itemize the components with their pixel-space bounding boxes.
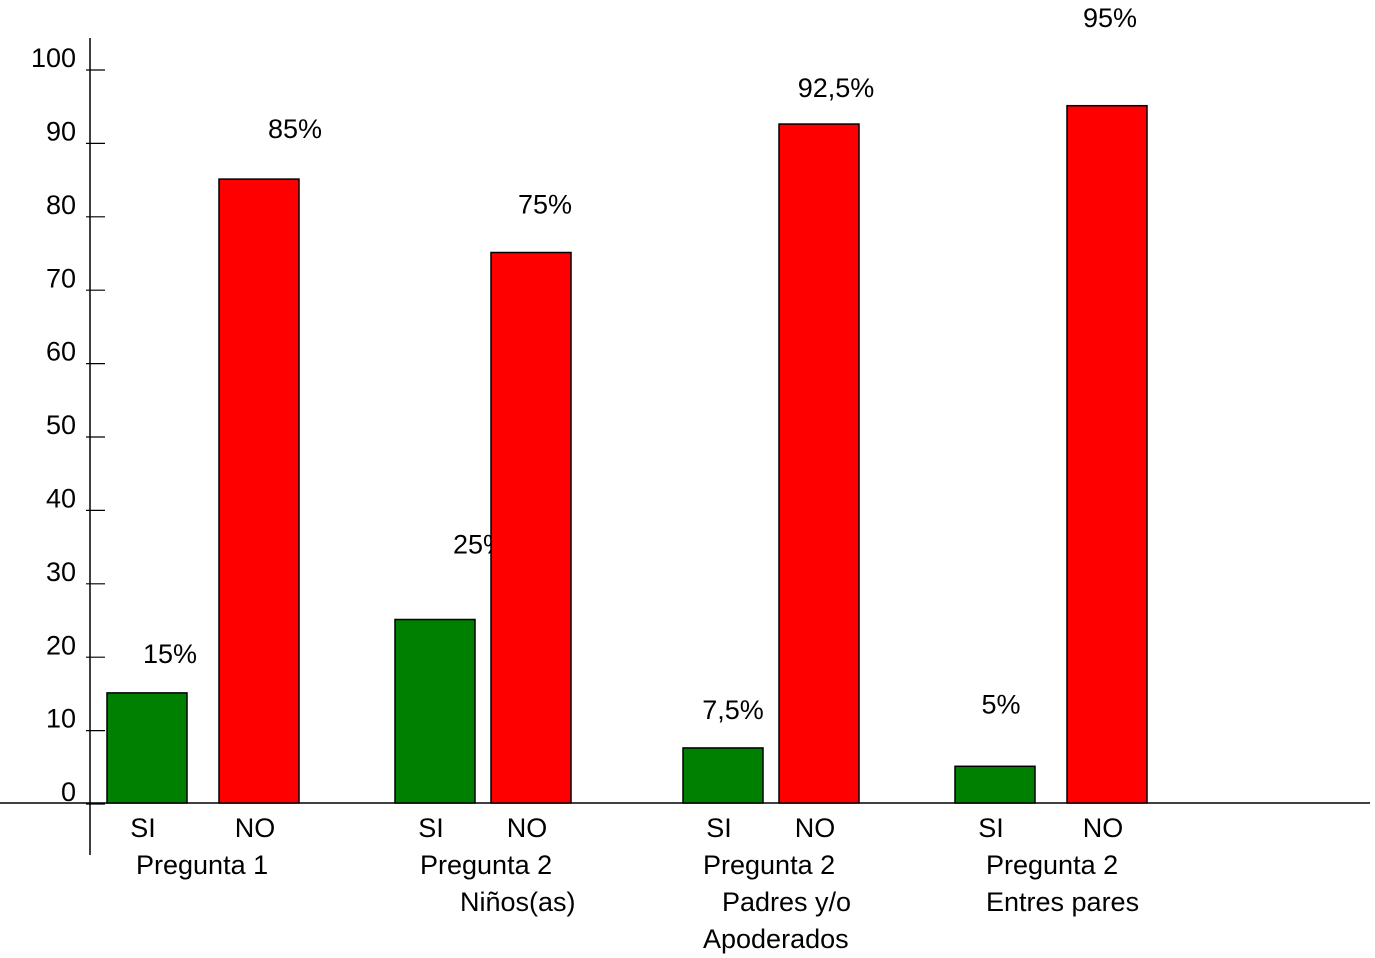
y-tick-label: 0 xyxy=(61,777,76,807)
data-label: 95% xyxy=(1083,3,1137,33)
data-label: 85% xyxy=(268,114,322,144)
x-tick-label: Pregunta 1 xyxy=(136,850,268,880)
bar xyxy=(778,123,860,804)
y-tick-label: 100 xyxy=(31,43,76,73)
bar xyxy=(106,692,188,804)
series-label: SI xyxy=(130,813,156,843)
series-label: NO xyxy=(795,813,836,843)
y-tick-label: 40 xyxy=(46,484,76,514)
series-label: SI xyxy=(418,813,444,843)
x-tick-label: Pregunta 2 xyxy=(420,850,552,880)
series-label: SI xyxy=(706,813,732,843)
y-tick-label: 50 xyxy=(46,410,76,440)
x-tick-label: Pregunta 2 xyxy=(703,850,835,880)
x-tick-label: Pregunta 2 xyxy=(986,850,1118,880)
y-tick-label: 20 xyxy=(46,630,76,660)
y-tick-label: 10 xyxy=(46,704,76,734)
data-label: 5% xyxy=(981,689,1020,719)
data-label: 92,5% xyxy=(798,73,875,103)
bar xyxy=(682,747,764,804)
bar xyxy=(490,251,572,804)
series-label: NO xyxy=(507,813,548,843)
y-tick-label: 30 xyxy=(46,557,76,587)
bar xyxy=(218,178,300,804)
y-tick-label: 60 xyxy=(46,337,76,367)
x-tick-label: Apoderados xyxy=(703,924,849,954)
data-label: 75% xyxy=(518,190,572,220)
data-label: 15% xyxy=(143,639,197,669)
series-label: NO xyxy=(1083,813,1124,843)
y-tick-label: 80 xyxy=(46,190,76,220)
y-tick-label: 90 xyxy=(46,117,76,147)
data-label: 7,5% xyxy=(702,695,764,725)
series-label: SI xyxy=(978,813,1004,843)
x-tick-label: Padres y/o xyxy=(722,887,851,917)
x-tick-label: Entres pares xyxy=(986,887,1139,917)
series-label: NO xyxy=(235,813,276,843)
bar xyxy=(394,618,476,804)
x-tick-label: Niños(as) xyxy=(460,887,576,917)
bar xyxy=(954,765,1036,804)
y-tick-label: 70 xyxy=(46,263,76,293)
bar xyxy=(1066,104,1148,804)
